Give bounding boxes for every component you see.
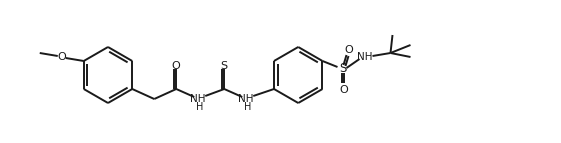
Text: H: H (243, 102, 251, 112)
Text: O: O (344, 45, 353, 55)
Text: NH: NH (191, 94, 206, 104)
Text: O: O (339, 85, 348, 95)
Text: S: S (339, 62, 346, 76)
Text: NH: NH (357, 52, 373, 62)
Text: O: O (57, 52, 66, 62)
Text: O: O (172, 61, 181, 71)
Text: NH: NH (238, 94, 254, 104)
Text: S: S (220, 61, 228, 71)
Text: H: H (196, 102, 203, 112)
